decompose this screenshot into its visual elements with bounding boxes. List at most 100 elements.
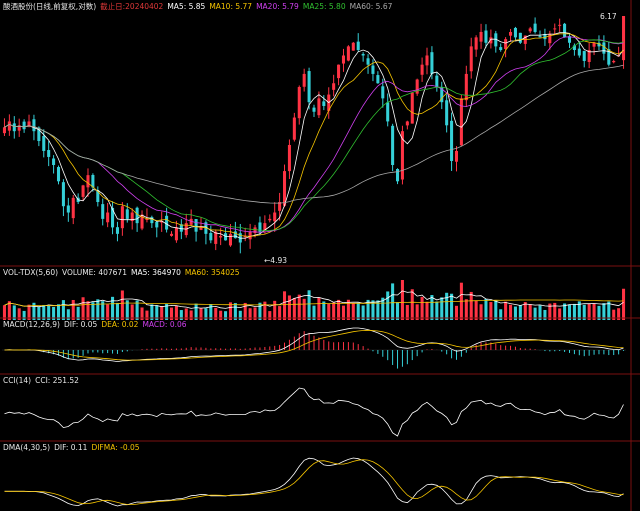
volume-bar bbox=[582, 304, 586, 320]
candle-body bbox=[450, 120, 454, 161]
candle-body bbox=[371, 65, 375, 74]
candle-body bbox=[214, 231, 218, 244]
volume-bar bbox=[155, 305, 159, 320]
volume-bar bbox=[381, 297, 385, 320]
candle-body bbox=[332, 83, 336, 90]
volume-bar bbox=[464, 299, 468, 320]
volume-bar bbox=[396, 302, 400, 320]
candle-body bbox=[607, 49, 611, 65]
volume-bar bbox=[391, 283, 395, 320]
candle-body bbox=[351, 42, 355, 51]
candle-body bbox=[101, 204, 105, 219]
candle-body bbox=[548, 33, 552, 44]
volume-bar bbox=[445, 292, 449, 320]
volume-bar bbox=[361, 305, 365, 320]
volume-ma60-line bbox=[4, 299, 624, 307]
volume-bar bbox=[282, 291, 287, 320]
candle-body bbox=[597, 42, 601, 47]
candle-body bbox=[219, 236, 223, 238]
candle-body bbox=[12, 123, 16, 132]
candle-body bbox=[602, 42, 606, 54]
volume-bar bbox=[12, 305, 16, 320]
candle-body bbox=[302, 73, 306, 87]
candle-body bbox=[396, 169, 400, 182]
candle-body bbox=[577, 48, 581, 56]
volume-bar bbox=[42, 304, 46, 320]
candle-body bbox=[538, 36, 542, 38]
volume-bar bbox=[150, 304, 154, 320]
volume-bar bbox=[563, 303, 567, 320]
candle-body bbox=[504, 39, 508, 50]
volume-bar bbox=[307, 290, 311, 320]
candle-body bbox=[430, 52, 434, 74]
candle-body bbox=[169, 233, 174, 236]
volume-bar bbox=[179, 310, 183, 320]
candle-body bbox=[189, 218, 193, 225]
candle-body bbox=[165, 215, 169, 230]
macd-indicator-name: MACD(12,26,9) bbox=[3, 320, 60, 329]
candle-body bbox=[415, 79, 419, 94]
candle-body bbox=[106, 212, 110, 223]
volume-bar bbox=[219, 310, 223, 320]
dma-dif-line bbox=[4, 457, 624, 507]
volume-bar bbox=[410, 289, 414, 320]
volume-bar bbox=[287, 295, 291, 320]
candle-body bbox=[96, 190, 100, 203]
volume-bar bbox=[101, 301, 105, 320]
volume-bar bbox=[125, 300, 129, 320]
volume-bar bbox=[7, 301, 11, 320]
candle-body bbox=[61, 182, 65, 207]
candle-body bbox=[111, 207, 115, 228]
candle-body bbox=[135, 207, 139, 224]
volume-bar bbox=[509, 304, 513, 320]
volume-bar bbox=[312, 305, 316, 320]
volume-bar bbox=[214, 307, 218, 320]
candle-body bbox=[361, 54, 365, 56]
cutoff-date: 截止日:20240402 bbox=[100, 2, 164, 11]
volume-bar bbox=[76, 306, 80, 320]
volume-bar bbox=[366, 299, 370, 320]
candle-body bbox=[86, 175, 90, 188]
volume-bar bbox=[533, 307, 537, 320]
candle-body bbox=[52, 158, 56, 166]
macd-dif-line bbox=[4, 327, 624, 363]
volume-bar bbox=[572, 303, 576, 320]
volume-bar bbox=[454, 305, 459, 320]
candle-body bbox=[572, 45, 576, 51]
volume-bar bbox=[405, 304, 409, 320]
candle-body bbox=[179, 224, 183, 232]
volume-bar bbox=[174, 305, 178, 320]
volume-bar bbox=[184, 308, 188, 320]
candle-body bbox=[297, 87, 301, 119]
stock-name: 酸酒股份 bbox=[3, 2, 33, 11]
volume-bar bbox=[263, 301, 267, 320]
volume-bar bbox=[233, 303, 237, 320]
volume-bar bbox=[386, 291, 390, 320]
candle-body bbox=[317, 98, 321, 116]
volume-bar bbox=[400, 280, 404, 320]
volume-bar bbox=[61, 300, 65, 320]
volume-panel bbox=[2, 280, 626, 320]
volume-bar bbox=[558, 308, 562, 320]
candle-body bbox=[145, 218, 149, 221]
candle-body bbox=[356, 41, 360, 51]
candle-body bbox=[125, 209, 129, 219]
volume-bar bbox=[346, 299, 350, 320]
candle-body bbox=[282, 171, 287, 206]
volume-bar bbox=[435, 301, 439, 320]
candle-body bbox=[273, 212, 277, 222]
candle-body bbox=[37, 127, 41, 142]
candle-body bbox=[56, 167, 61, 182]
volume-bar bbox=[484, 298, 488, 320]
candle-body bbox=[120, 206, 124, 229]
volume-bar bbox=[622, 288, 626, 320]
volume-bar bbox=[47, 305, 51, 320]
candle-body bbox=[130, 212, 134, 222]
volume-bar bbox=[513, 306, 517, 320]
candle-body bbox=[366, 58, 370, 65]
cci-panel bbox=[4, 387, 624, 437]
candle-body bbox=[228, 233, 232, 246]
candle-body bbox=[307, 71, 311, 103]
candle-body bbox=[115, 227, 119, 234]
macd-dea: DEA: 0.02 bbox=[101, 320, 139, 329]
